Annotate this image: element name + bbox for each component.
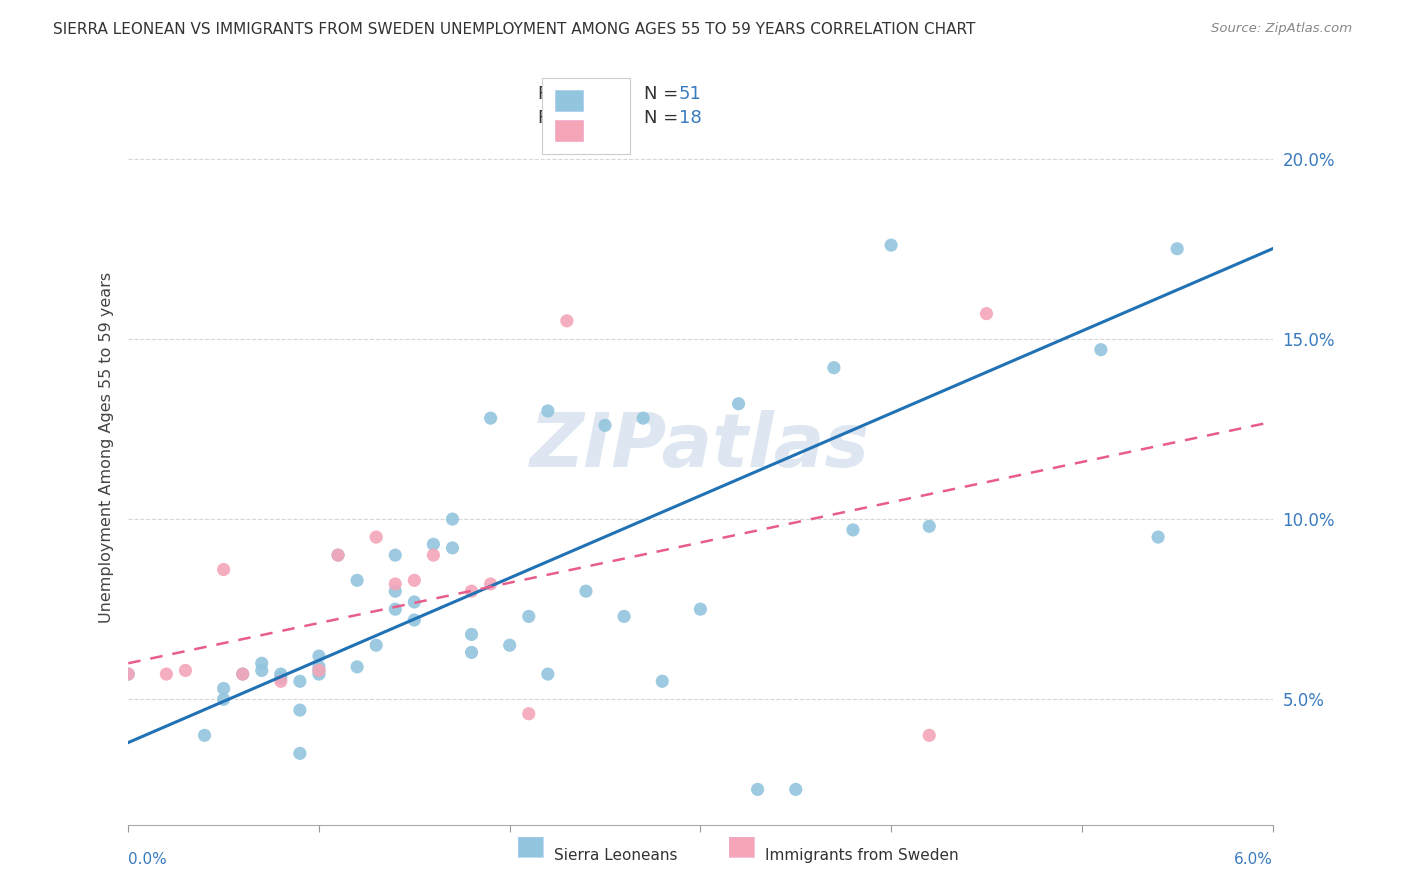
Point	[270, 667, 292, 681]
Point	[384, 548, 406, 562]
Point	[384, 602, 406, 616]
Point	[441, 512, 464, 526]
Text: ZIPatlas: ZIPatlas	[530, 410, 870, 483]
Point	[308, 664, 330, 678]
Point	[537, 404, 560, 418]
Point	[976, 307, 998, 321]
Point	[366, 638, 388, 652]
Point	[537, 667, 560, 681]
Point	[288, 674, 311, 689]
Text: N =: N =	[644, 86, 685, 103]
Point	[270, 671, 292, 685]
Point	[460, 584, 482, 599]
Text: 6.0%: 6.0%	[1233, 852, 1272, 867]
Point	[288, 703, 311, 717]
Point	[422, 537, 444, 551]
Point	[747, 782, 769, 797]
Point	[288, 747, 311, 761]
Point	[212, 692, 235, 706]
Point	[404, 574, 426, 588]
Point	[479, 577, 502, 591]
Text: 0.0%: 0.0%	[128, 852, 167, 867]
Point	[880, 238, 903, 252]
Point	[250, 657, 273, 671]
Point	[404, 595, 426, 609]
Y-axis label: Unemployment Among Ages 55 to 59 years: Unemployment Among Ages 55 to 59 years	[100, 271, 114, 623]
Point	[250, 664, 273, 678]
Point	[346, 660, 368, 674]
Point	[212, 681, 235, 696]
Point	[785, 782, 807, 797]
Point	[270, 674, 292, 689]
Point	[346, 574, 368, 588]
Point	[499, 638, 522, 652]
Text: SIERRA LEONEAN VS IMMIGRANTS FROM SWEDEN UNEMPLOYMENT AMONG AGES 55 TO 59 YEARS : SIERRA LEONEAN VS IMMIGRANTS FROM SWEDEN…	[53, 22, 976, 37]
Text: N =: N =	[644, 109, 685, 127]
Point	[1090, 343, 1112, 357]
Point	[326, 548, 349, 562]
Point	[366, 530, 388, 544]
Point	[117, 667, 139, 681]
Point	[555, 314, 578, 328]
Point	[593, 418, 616, 433]
Point	[232, 667, 254, 681]
Point	[193, 728, 215, 742]
Point	[308, 667, 330, 681]
Legend:     ,     : ,	[541, 78, 630, 153]
Point	[384, 577, 406, 591]
Text: Source: ZipAtlas.com: Source: ZipAtlas.com	[1212, 22, 1353, 36]
Point	[155, 667, 177, 681]
Point	[441, 541, 464, 555]
Point	[1147, 530, 1170, 544]
Point	[1166, 242, 1188, 256]
Point	[422, 548, 444, 562]
Point	[212, 562, 235, 576]
Point	[326, 548, 349, 562]
Point	[689, 602, 711, 616]
Text: 18: 18	[679, 109, 702, 127]
Point	[117, 667, 139, 681]
Text: R =: R =	[538, 86, 576, 103]
Point	[460, 645, 482, 659]
Point	[727, 397, 749, 411]
Point	[384, 584, 406, 599]
Point	[918, 728, 941, 742]
Point	[613, 609, 636, 624]
Point	[232, 667, 254, 681]
Point	[174, 664, 197, 678]
Point	[918, 519, 941, 533]
Text: Sierra Leoneans: Sierra Leoneans	[554, 847, 678, 863]
Point	[631, 411, 654, 425]
Point	[479, 411, 502, 425]
Text: 51: 51	[679, 86, 702, 103]
Point	[308, 660, 330, 674]
Point	[842, 523, 865, 537]
Text: 0.321: 0.321	[578, 109, 630, 127]
Text: Immigrants from Sweden: Immigrants from Sweden	[765, 847, 959, 863]
Point	[823, 360, 845, 375]
Point	[460, 627, 482, 641]
Point	[308, 664, 330, 678]
Point	[404, 613, 426, 627]
Point	[651, 674, 673, 689]
Text: 0.723: 0.723	[578, 86, 630, 103]
Point	[517, 706, 540, 721]
Point	[517, 609, 540, 624]
Point	[308, 648, 330, 663]
Text: R =: R =	[538, 109, 576, 127]
Point	[575, 584, 598, 599]
